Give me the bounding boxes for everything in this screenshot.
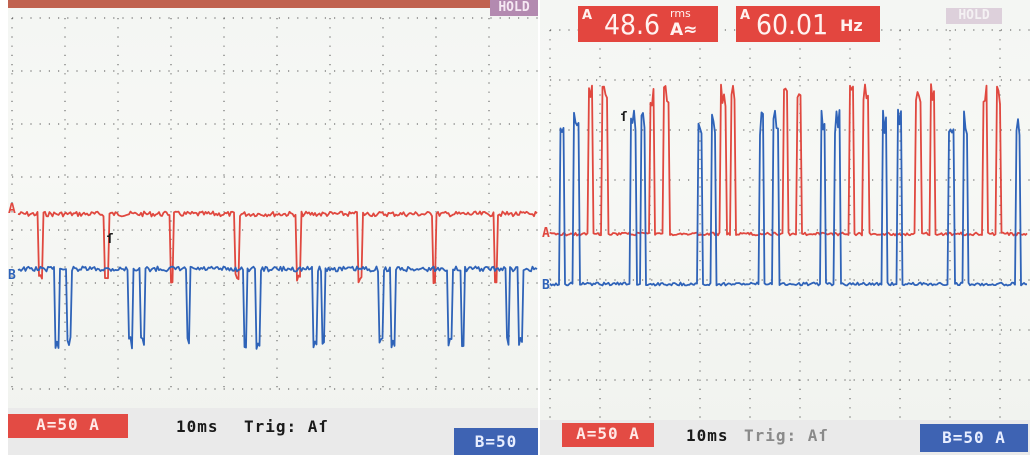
grid <box>11 17 538 390</box>
readout-frequency-value: 60.01 <box>756 8 829 41</box>
left-scope-photo: HOLD A B ſ A=50 A 10ms Trig: Aſ B=50 <box>8 0 538 455</box>
readout-rms-value: 48.6 <box>604 8 661 41</box>
right-status-bar: A=50 A 10ms Trig: Aſ B=50 A <box>540 420 1030 455</box>
left-scope-plot <box>11 17 538 390</box>
right-trigger-label: Trig: Aſ <box>744 426 830 445</box>
left-trigger-marker: ſ <box>106 232 114 247</box>
right-scope-screen <box>540 0 1030 420</box>
trace-b <box>17 265 538 350</box>
left-channel-b-scale: B=50 <box>454 428 538 455</box>
top-bezel <box>8 0 538 10</box>
left-marker-a: A <box>8 202 16 217</box>
trace-a <box>17 210 538 285</box>
right-marker-b: B <box>542 278 550 293</box>
readout-rms-channel: A <box>582 8 593 23</box>
readout-frequency: A 60.01 Hz <box>736 6 880 42</box>
trace-a <box>549 83 1028 237</box>
left-marker-b: B <box>8 268 16 283</box>
trace-b <box>549 108 1027 287</box>
grid <box>549 29 1030 420</box>
left-trigger-label: Trig: Aſ <box>244 417 330 436</box>
readout-rms-unit-top: rms <box>670 7 691 20</box>
readout-rms-unit-bottom: A≈ <box>670 20 698 40</box>
left-hold-badge: HOLD <box>490 0 538 16</box>
right-marker-a: A <box>542 226 550 241</box>
left-scope-screen <box>8 8 538 415</box>
readout-rms: A 48.6 rms A≈ <box>578 6 718 42</box>
right-timebase: 10ms <box>686 426 729 445</box>
right-channel-a-scale: A=50 A <box>562 423 654 447</box>
readout-frequency-channel: A <box>740 8 751 23</box>
right-hold-badge: HOLD <box>946 8 1002 24</box>
left-channel-a-scale: A=50 A <box>8 414 128 438</box>
right-channel-b-scale: B=50 A <box>920 424 1028 452</box>
left-status-bar: A=50 A 10ms Trig: Aſ B=50 <box>8 408 538 455</box>
readout-frequency-unit: Hz <box>840 16 863 35</box>
left-timebase: 10ms <box>176 417 219 436</box>
right-scope-plot <box>549 29 1030 420</box>
right-scope-photo: A 48.6 rms A≈ A 60.01 Hz HOLD A B ſ A=50… <box>540 0 1030 455</box>
right-trigger-marker: ſ <box>620 110 628 125</box>
